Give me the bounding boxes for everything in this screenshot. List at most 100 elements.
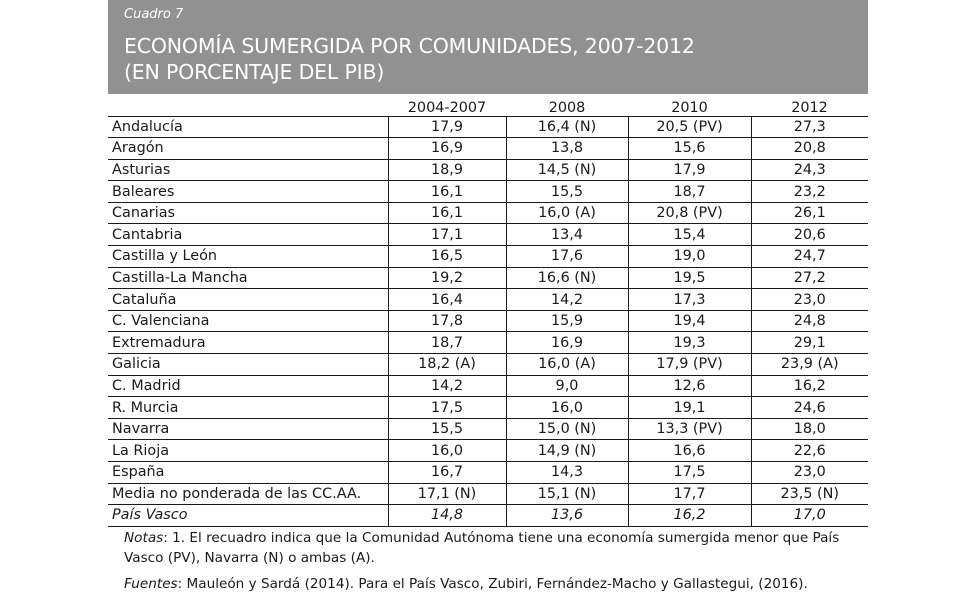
region-cell: Baleares: [108, 180, 389, 203]
value-cell: 17,3: [627, 288, 752, 311]
table-row: Cantabria 17,1 13,4 15,4 20,6: [108, 223, 868, 247]
value-cell: 17,7: [627, 482, 752, 506]
value-cell: 14,3: [505, 461, 629, 484]
value-cell: 17,5: [627, 461, 752, 484]
value-cell: 20,6: [750, 223, 868, 247]
value-cell: 15,9: [505, 309, 629, 333]
column-header-2012: 2012: [751, 94, 868, 117]
region-cell: Castilla-La Mancha: [108, 266, 389, 290]
table-row: La Rioja 16,0 14,9 (N) 16,6 22,6: [108, 439, 868, 462]
column-header-2004-2007: 2004-2007: [388, 94, 506, 117]
region-cell: Cataluña: [108, 288, 389, 311]
value-cell: 14,8: [387, 504, 507, 527]
value-cell: 19,0: [627, 245, 752, 268]
region-cell: C. Madrid: [108, 374, 389, 398]
region-cell: C. Valenciana: [108, 309, 389, 333]
value-cell: 17,6: [505, 245, 629, 268]
table-notes: Notas: 1. El recuadro indica que la Comu…: [124, 528, 854, 568]
value-cell: 23,0: [750, 461, 868, 484]
value-cell: 16,6: [627, 439, 752, 462]
value-cell: 15,5: [505, 180, 629, 203]
column-header-2008: 2008: [506, 94, 628, 117]
table-header-row: 2004-2007 2008 2010 2012: [108, 94, 868, 117]
value-cell: 20,8: [750, 137, 868, 160]
value-cell: 13,4: [505, 223, 629, 247]
value-cell: 20,5 (PV): [627, 115, 752, 139]
value-cell: 14,9 (N): [505, 439, 629, 462]
region-cell: Extremadura: [108, 331, 389, 355]
value-cell: 27,3: [750, 115, 868, 139]
table-title-line-2: (EN PORCENTAJE DEL PIB): [124, 60, 385, 84]
value-cell: 17,8: [387, 309, 507, 333]
region-cell: Aragón: [108, 137, 389, 160]
value-cell: 13,3 (PV): [627, 417, 752, 441]
value-cell: 27,2: [750, 266, 868, 290]
value-cell: 19,4: [627, 309, 752, 333]
value-cell: 16,0: [387, 439, 507, 462]
value-cell: 18,7: [627, 180, 752, 203]
value-cell: 23,0: [750, 288, 868, 311]
region-cell: Media no ponderada de las CC.AA.: [108, 482, 389, 506]
table-body: Andalucía 17,9 16,4 (N) 20,5 (PV) 27,3 Aragón…: [108, 115, 868, 527]
value-cell: 20,8 (PV): [627, 201, 752, 225]
notes-label: Notas: [124, 530, 164, 546]
table-row: Cataluña 16,4 14,2 17,3 23,0: [108, 288, 868, 311]
value-cell: 14,5 (N): [505, 158, 629, 182]
table-row: C. Madrid 14,2 9,0 12,6 16,2: [108, 374, 868, 398]
value-cell: 19,5: [627, 266, 752, 290]
value-cell: 16,4: [387, 288, 507, 311]
value-cell: 16,1: [387, 180, 507, 203]
table-row: Andalucía 17,9 16,4 (N) 20,5 (PV) 27,3: [108, 115, 868, 139]
region-cell: Asturias: [108, 158, 389, 182]
table-number-label: Cuadro 7: [124, 7, 184, 22]
value-cell: 16,6 (N): [505, 266, 629, 290]
value-cell: 17,5: [387, 396, 507, 419]
value-cell: 17,1: [387, 223, 507, 247]
value-cell: 16,4 (N): [505, 115, 629, 139]
value-cell: 16,9: [387, 137, 507, 160]
value-cell: 12,6: [627, 374, 752, 398]
value-cell: 18,2 (A): [387, 353, 507, 376]
value-cell: 19,1: [627, 396, 752, 419]
table-row: Canarias 16,1 16,0 (A) 20,8 (PV) 26,1: [108, 201, 868, 225]
region-cell: País Vasco: [108, 504, 389, 527]
table-row: Baleares 16,1 15,5 18,7 23,2: [108, 180, 868, 203]
value-cell: 17,9: [627, 158, 752, 182]
value-cell: 24,8: [750, 309, 868, 333]
value-cell: 13,8: [505, 137, 629, 160]
value-cell: 19,3: [627, 331, 752, 355]
region-cell: Galicia: [108, 353, 389, 376]
value-cell: 16,0: [505, 396, 629, 419]
value-cell: 15,6: [627, 137, 752, 160]
value-cell: 15,4: [627, 223, 752, 247]
table-row: Extremadura 18,7 16,9 19,3 29,1: [108, 331, 868, 355]
table-row: Navarra 15,5 15,0 (N) 13,3 (PV) 18,0: [108, 417, 868, 441]
table-header-band: Cuadro 7 ECONOMÍA SUMERGIDA POR COMUNIDA…: [108, 0, 868, 94]
value-cell: 17,1 (N): [387, 482, 507, 506]
value-cell: 15,1 (N): [505, 482, 629, 506]
region-cell: Castilla y León: [108, 245, 389, 268]
value-cell: 16,9: [505, 331, 629, 355]
table-row: Media no ponderada de las CC.AA. 17,1 (N)…: [108, 482, 868, 506]
column-header-2010: 2010: [628, 94, 751, 117]
value-cell: 23,5 (N): [750, 482, 868, 506]
value-cell: 26,1: [750, 201, 868, 225]
value-cell: 9,0: [505, 374, 629, 398]
value-cell: 16,5: [387, 245, 507, 268]
table-row: R. Murcia 17,5 16,0 19,1 24,6: [108, 396, 868, 419]
value-cell: 29,1: [750, 331, 868, 355]
table-row: C. Valenciana 17,8 15,9 19,4 24,8: [108, 309, 868, 333]
value-cell: 16,2: [627, 504, 752, 527]
sources-text: : Mauleón y Sardá (2014). Para el País V…: [177, 576, 808, 592]
table-row: Galicia 18,2 (A) 16,0 (A) 17,9 (PV) 23,9 (A): [108, 353, 868, 376]
value-cell: 17,9: [387, 115, 507, 139]
table-title-line-1: ECONOMÍA SUMERGIDA POR COMUNIDADES, 2007…: [124, 34, 695, 58]
value-cell: 15,0 (N): [505, 417, 629, 441]
table-row: Aragón 16,9 13,8 15,6 20,8: [108, 137, 868, 160]
notes-text: : 1. El recuadro indica que la Comunidad…: [124, 530, 840, 566]
table-sources: Fuentes: Mauleón y Sardá (2014). Para el…: [124, 574, 884, 594]
value-cell: 18,0: [750, 417, 868, 441]
region-cell: La Rioja: [108, 439, 389, 462]
value-cell: 23,2: [750, 180, 868, 203]
value-cell: 16,1: [387, 201, 507, 225]
